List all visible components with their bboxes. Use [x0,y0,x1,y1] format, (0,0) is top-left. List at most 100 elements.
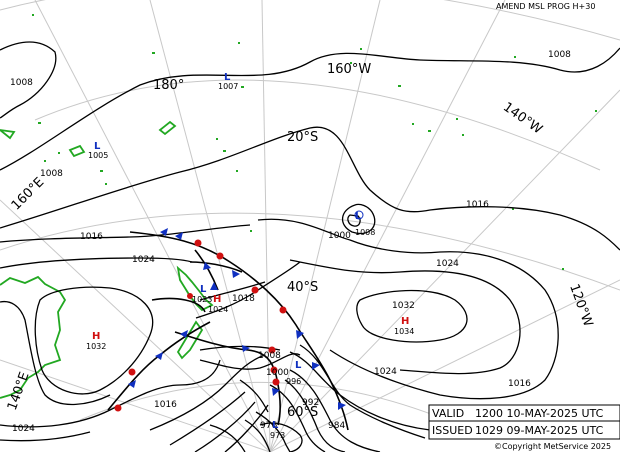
island-nw [0,129,16,140]
latitude-circle [34,79,601,171]
isobar-label: 1024 [374,367,397,377]
small-islands [32,14,597,270]
isobar [289,369,381,452]
isobar-label: 1024 [12,424,35,434]
isobar [244,419,271,452]
isobar-label: 1008 [548,50,571,60]
isobar [149,354,266,431]
isobar [34,286,154,395]
front-line [194,249,219,291]
australia-coast [0,275,67,399]
isobar [299,344,426,439]
isobar [199,353,301,370]
pressure-value: 1008 [355,228,375,237]
isobar-label: 1024 [436,259,459,269]
isobar [257,218,559,400]
meridian-line [34,0,271,452]
isobar [284,379,346,452]
isobar [0,41,57,119]
isobar [259,422,303,452]
fiji [68,144,86,158]
isobar-label: 1016 [508,379,531,389]
pressure-value: 1007 [218,82,238,91]
meridian-line [269,89,620,452]
new-zealand-north [176,265,214,312]
land-masses [0,120,214,399]
pressure-value: 1024 [208,305,228,314]
isobar-label: 1016 [80,232,103,242]
lon-label-180: 180° [153,78,184,93]
meridian-line [149,0,271,452]
isobar-label: 1008 [40,169,63,179]
isobar-label: 1000 [266,368,289,378]
isobar [356,289,468,343]
isobar-label: 1024 [132,255,155,265]
front-line [151,297,206,313]
isobar-label: 1008 [258,351,281,361]
lat-label-60s: 60°S [287,405,318,420]
pressure-value: 1032 [86,342,106,351]
lon-label-120w: 120°W [566,282,595,329]
lon-label-160e: 160°E [9,175,48,214]
new-caledonia [158,120,177,136]
valid-label: VALID [432,407,464,420]
low-symbol: L [200,284,207,295]
isobar [0,47,620,171]
copyright: ©Copyright MetService 2025 [494,442,611,451]
lon-label-140w: 140°W [500,100,545,138]
lat-label-20s: 20°S [287,130,318,145]
isobar-label: 976 [260,421,277,431]
front-line [129,231,349,431]
lon-label-160w: 160°W [327,62,371,77]
pressure-value: 1005 [88,151,108,160]
pressure-value: 1034 [394,327,414,336]
isobar [194,401,256,452]
lon-label-140e: 140°E [5,370,33,412]
issued-value: 1029 09-MAY-2025 UTC [475,424,604,437]
isobar [239,379,269,413]
chart-header: AMEND MSL PROG H+30 [496,2,595,11]
isobar [0,300,111,406]
low-symbol: L [295,360,302,371]
isobar-label: 1008 [10,78,33,88]
high-symbol: H [401,316,409,327]
meridian-line [0,199,271,452]
latitude-circle [79,381,471,431]
isobar [269,384,326,452]
latitude-circle [0,0,620,41]
isobar [341,203,376,235]
latitude-circle [0,212,620,291]
isobar [169,391,246,446]
low-symbol: L [94,141,101,152]
isobar-label: 992 [302,398,319,408]
warm-front-symbols [114,239,287,412]
isobar-label: 1000 [328,231,351,241]
lat-label-40s: 40°S [287,280,318,295]
meridian-line [269,279,620,452]
pressure-value: 996 [286,377,301,386]
isobar [0,257,193,269]
isobar [224,404,269,452]
isobar-label: 1016 [466,200,489,210]
isobar [0,359,221,428]
low-symbol: L [355,211,362,222]
high-symbol: H [92,331,100,342]
isobar [255,411,291,452]
front-line [189,261,243,273]
front-line [174,331,281,426]
isobar [0,126,620,251]
isobars [0,41,620,452]
low-centre-marker [354,210,364,220]
meridian-line [269,0,381,452]
low-symbol: L [272,420,279,431]
low-symbol: L [224,72,231,83]
isobar-label: 1032 [392,301,415,311]
high-symbol: H [213,294,221,305]
isobar [199,281,266,301]
isobar-label: 1016 [154,400,177,410]
isobar [0,431,91,442]
